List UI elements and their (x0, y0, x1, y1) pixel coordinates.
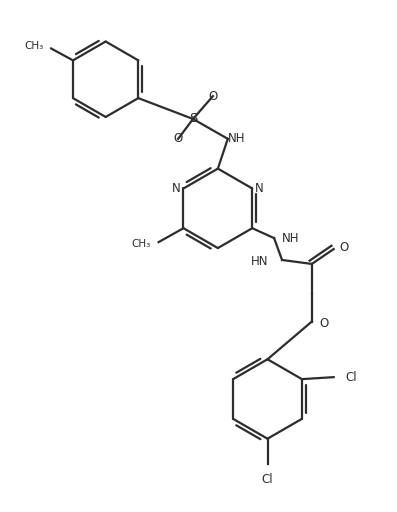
Text: Cl: Cl (262, 474, 273, 486)
Text: N: N (255, 182, 264, 195)
Text: NH: NH (228, 132, 245, 145)
Text: S: S (189, 113, 197, 125)
Text: N: N (172, 182, 181, 195)
Text: O: O (320, 317, 329, 330)
Text: O: O (173, 132, 183, 145)
Text: Cl: Cl (346, 371, 357, 383)
Text: CH₃: CH₃ (24, 41, 43, 52)
Text: CH₃: CH₃ (131, 239, 151, 249)
Text: O: O (208, 90, 218, 102)
Text: HN: HN (251, 255, 268, 268)
Text: O: O (340, 241, 349, 253)
Text: NH: NH (282, 231, 300, 245)
